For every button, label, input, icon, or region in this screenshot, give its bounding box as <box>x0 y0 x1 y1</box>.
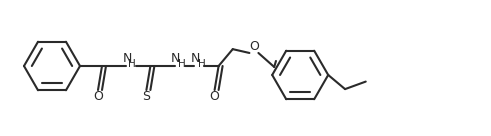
Text: N: N <box>123 52 132 64</box>
Text: O: O <box>93 90 103 103</box>
Text: H: H <box>178 59 186 69</box>
Text: H: H <box>128 59 136 69</box>
Text: O: O <box>249 41 259 53</box>
Text: N: N <box>171 52 180 64</box>
Text: S: S <box>142 90 150 103</box>
Text: O: O <box>210 90 219 103</box>
Text: H: H <box>197 59 205 69</box>
Text: N: N <box>191 52 200 64</box>
